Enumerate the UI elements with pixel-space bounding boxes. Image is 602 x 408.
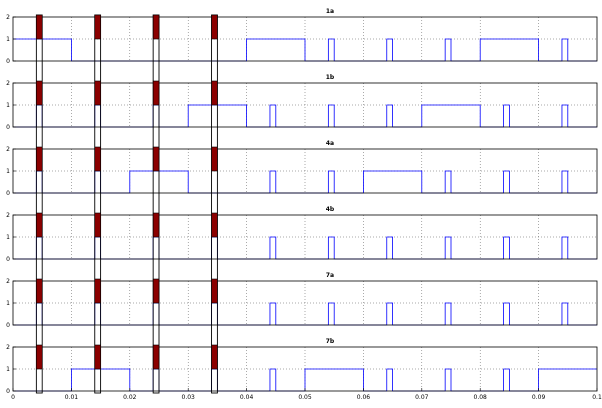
subplot-title: 1a [326, 8, 334, 15]
y-tick-label: 0 [6, 58, 10, 65]
y-tick-label: 1 [6, 36, 10, 43]
highlight-fill [152, 14, 160, 40]
highlight-fill [94, 344, 101, 370]
y-tick-label: 0 [6, 190, 10, 197]
x-tick-label: 0.01 [65, 394, 79, 401]
x-tick-label: 0.02 [123, 394, 137, 401]
x-tick-label: 0.07 [415, 394, 429, 401]
subplot-title: 1b [326, 74, 335, 81]
y-tick-label: 1 [6, 234, 10, 241]
x-tick-label: 0.05 [298, 394, 312, 401]
highlight-fill [36, 146, 43, 172]
subplot-4a: 0 1 2 4a [6, 140, 598, 197]
subplot-7b: 0 1 2 0 0.01 0.02 0.03 0.04 0.05 0.06 0.07 0.08 0.09… [6, 338, 602, 401]
y-tick-label: 0 [6, 124, 10, 131]
y-tick-label: 1 [6, 300, 10, 307]
subplot-1a: 0 1 2 1a [6, 8, 598, 65]
highlight-fill [211, 278, 218, 304]
x-tick-label: 0 [11, 394, 15, 401]
highlight-bands [35, 14, 218, 394]
y-tick-label: 2 [6, 344, 10, 351]
y-tick-label: 0 [6, 256, 10, 263]
y-tick-label: 2 [6, 146, 10, 153]
y-tick-label: 1 [6, 102, 10, 109]
highlight-fill [94, 212, 101, 238]
subplot-title: 7b [326, 338, 335, 345]
subplot-title: 4b [326, 206, 335, 213]
highlight-fill [36, 80, 43, 106]
highlight-fill [211, 14, 218, 40]
y-tick-label: 0 [6, 388, 10, 395]
highlight-fill [36, 212, 43, 238]
y-tick-label: 0 [6, 322, 10, 329]
highlight-fill [152, 80, 160, 106]
highlight-fill [152, 344, 160, 370]
highlight-fill [36, 344, 43, 370]
y-tick-label: 2 [6, 14, 10, 21]
highlight-fill [152, 146, 160, 172]
highlight-fill [211, 344, 218, 370]
highlight-fill [211, 212, 218, 238]
y-tick-label: 2 [6, 212, 10, 219]
x-tick-label: 0.04 [240, 394, 254, 401]
highlight-fill [152, 212, 160, 238]
highlight-fill [94, 278, 101, 304]
subplot-title: 7a [326, 272, 334, 279]
subplot-7a: 0 1 2 7a [6, 272, 598, 329]
y-tick-label: 2 [6, 278, 10, 285]
x-tick-label: 0.1 [592, 394, 602, 401]
highlight-outline [35, 14, 43, 394]
highlight-fill [152, 278, 160, 304]
subplot-title: 4a [326, 140, 334, 147]
highlight-outline [211, 14, 218, 394]
highlight-outline [152, 14, 160, 394]
highlight-fill [36, 14, 43, 40]
highlight-fill [36, 278, 43, 304]
x-tick-label: 0.08 [474, 394, 488, 401]
highlight-outline [94, 14, 102, 394]
x-tick-label: 0.09 [532, 394, 546, 401]
highlight-fill [94, 80, 101, 106]
x-tick-label: 0.03 [182, 394, 196, 401]
y-tick-label: 1 [6, 168, 10, 175]
y-tick-label: 1 [6, 366, 10, 373]
x-tick-label: 0.06 [357, 394, 371, 401]
highlight-fill [211, 146, 218, 172]
highlight-fill [211, 80, 218, 106]
subplot-4b: 0 1 2 4b [6, 206, 598, 263]
highlight-fill [94, 146, 101, 172]
highlight-fill [94, 14, 101, 40]
y-tick-label: 2 [6, 80, 10, 87]
